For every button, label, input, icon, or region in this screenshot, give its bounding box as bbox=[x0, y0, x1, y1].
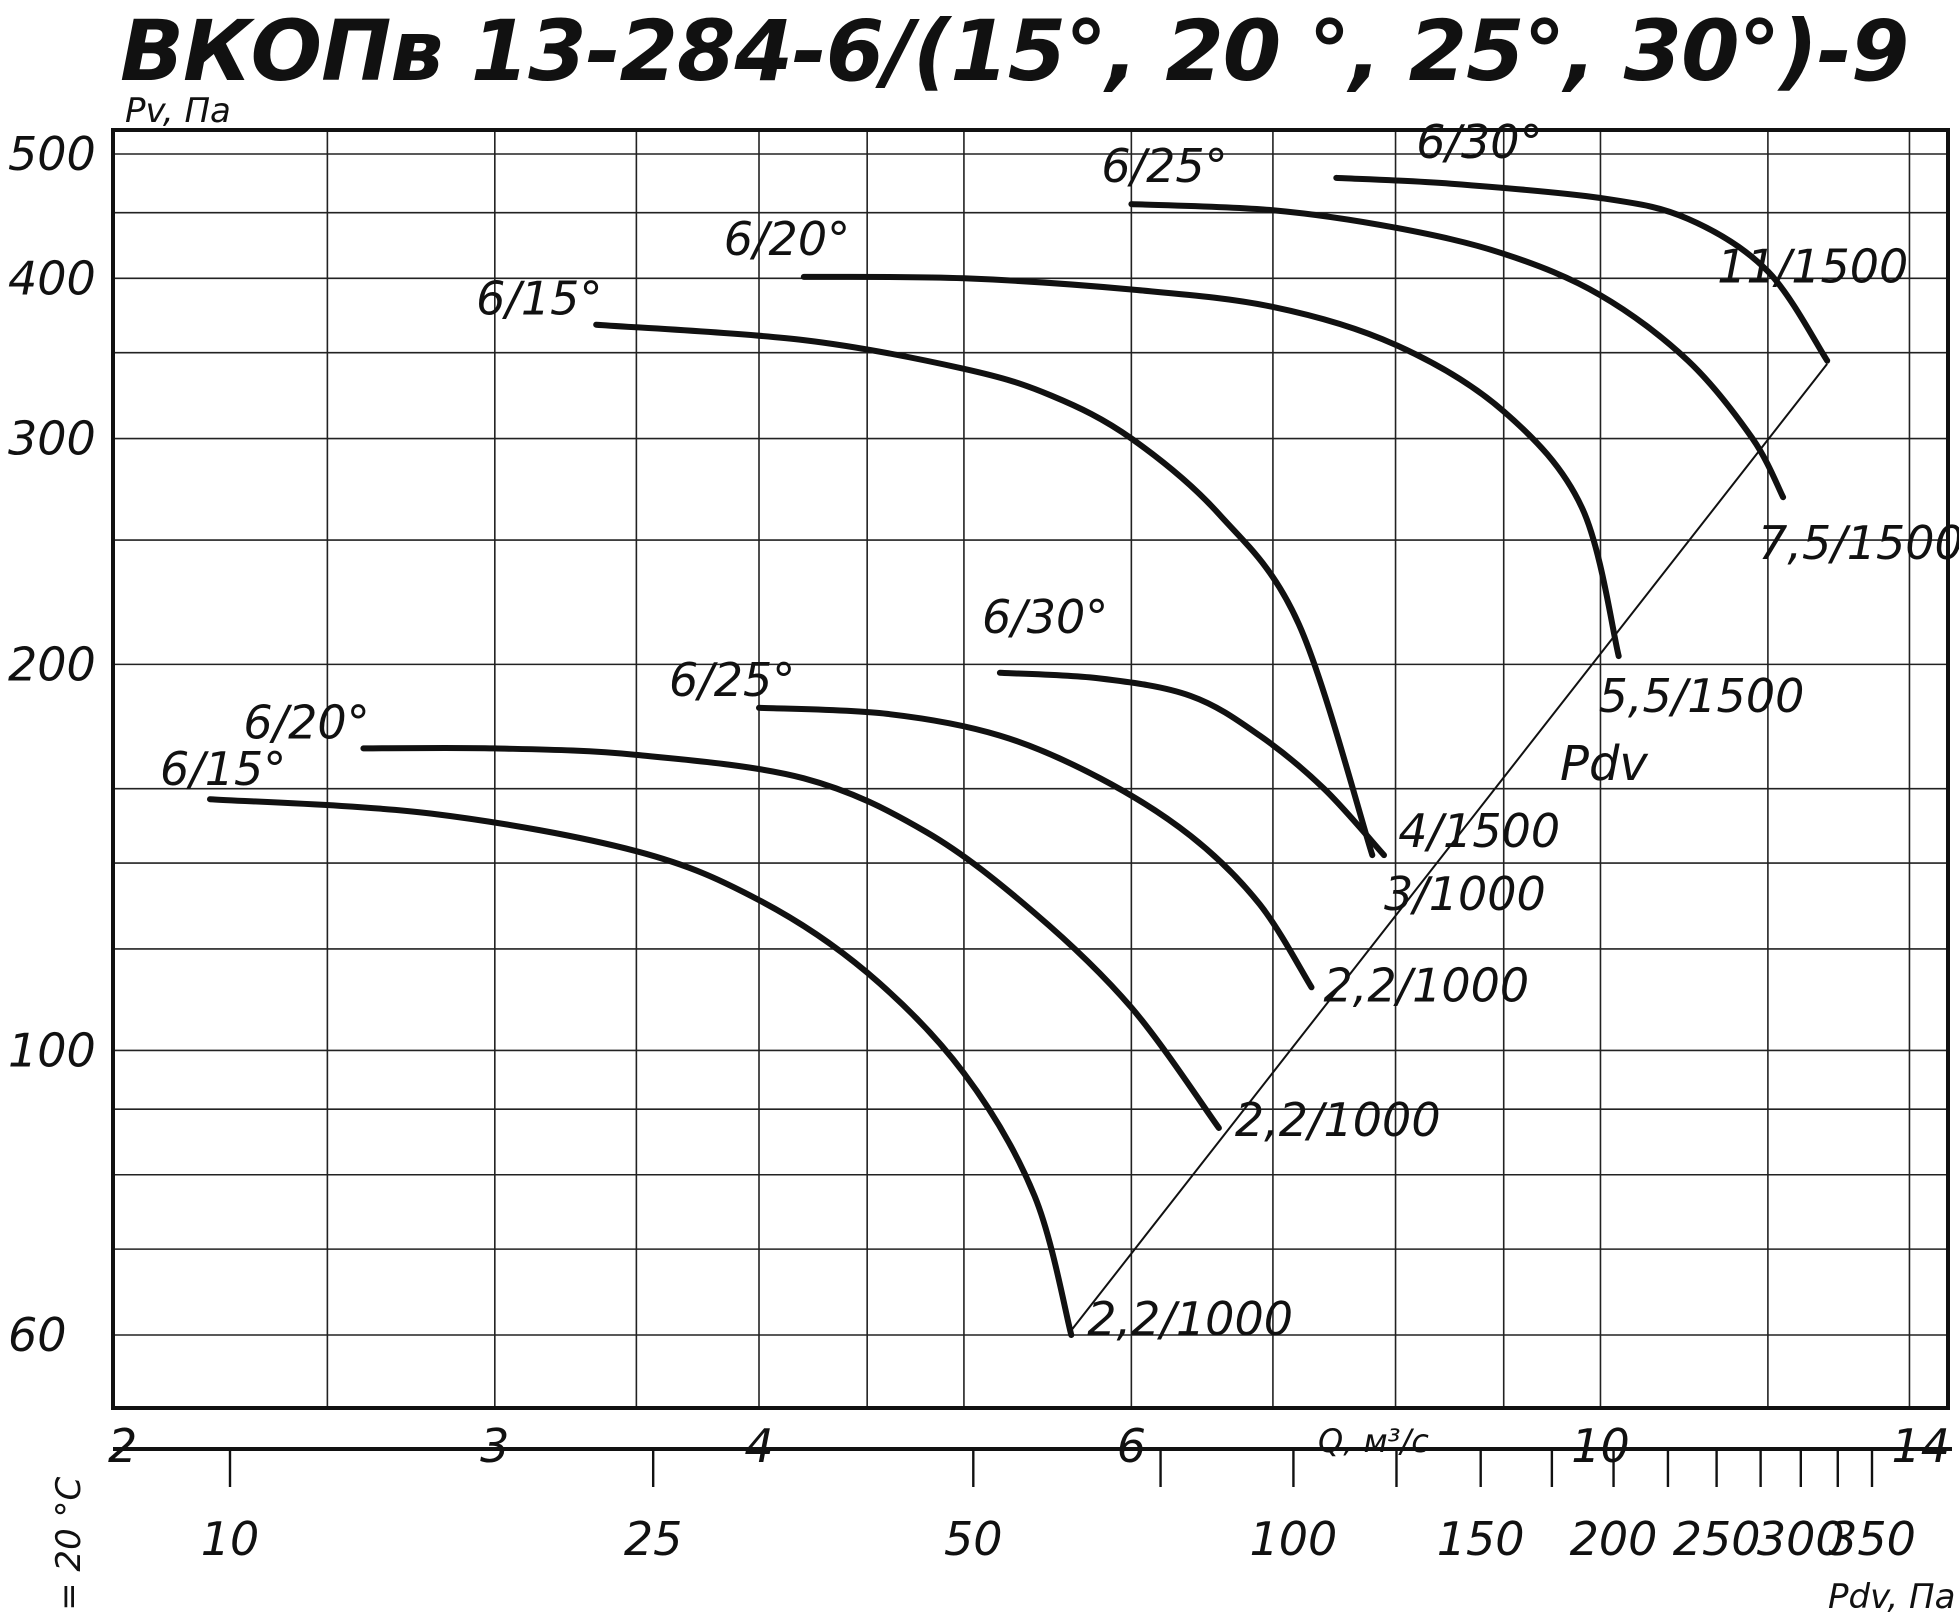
curves-group bbox=[207, 174, 1831, 1338]
series-name-label: 6/20° bbox=[243, 695, 369, 749]
series-end-label: 2,2/1000 bbox=[1235, 1093, 1441, 1147]
x-tick-label: 4 bbox=[744, 1419, 773, 1473]
series-name-label: 6/15° bbox=[476, 272, 602, 326]
series-end-label: 2,2/1000 bbox=[1087, 1292, 1293, 1346]
pdv-tick-label: 100 bbox=[1250, 1512, 1338, 1566]
pdv-line bbox=[1070, 363, 1828, 1331]
x-tick-label: 2 bbox=[108, 1419, 137, 1473]
series-name-label: 6/15° bbox=[160, 742, 286, 796]
pdv-tick-label: 150 bbox=[1437, 1512, 1525, 1566]
series-curve bbox=[800, 273, 1622, 660]
temperature-label: t = 20 °C bbox=[49, 1476, 89, 1618]
series-name-label: 6/20° bbox=[724, 212, 850, 266]
y-tick-label: 100 bbox=[8, 1023, 96, 1077]
x-tick-label: 10 bbox=[1571, 1419, 1630, 1473]
pdv-tick-label: 300 bbox=[1757, 1512, 1845, 1566]
y-tick-label: 400 bbox=[8, 251, 96, 305]
y-tick-label: 500 bbox=[8, 127, 96, 181]
grid bbox=[113, 130, 1948, 1408]
pdv-axis-label: Pdv, Па bbox=[1828, 1577, 1955, 1617]
plot-frame bbox=[111, 128, 1950, 1410]
series-end-label: 3/1000 bbox=[1384, 867, 1546, 921]
y-axis-label: Pv, Па bbox=[125, 91, 231, 131]
x-tick-label: 6 bbox=[1117, 1419, 1146, 1473]
series-end-label: 5,5/1500 bbox=[1599, 669, 1805, 723]
series-end-label: 11/1500 bbox=[1717, 240, 1908, 294]
chart-title: ВКОПв 13-284-6/(15°, 20 °, 25°, 30°)-9 bbox=[120, 2, 1909, 100]
series-name-label: 6/25° bbox=[669, 653, 795, 707]
series-name-label: 6/30° bbox=[982, 590, 1108, 644]
x-tick-label: 3 bbox=[480, 1419, 509, 1473]
x-axis-label: Q, м³/с bbox=[1318, 1422, 1429, 1460]
y-tick-label: 60 bbox=[8, 1308, 67, 1362]
series-name-label: 6/30° bbox=[1416, 115, 1542, 169]
labels-group: 60 100 200 300 400 500 2 3 4 6 10 14 6/15° 2,2/1000 6/… bbox=[8, 115, 1959, 1473]
pdv-tick-label: 10 bbox=[201, 1512, 260, 1566]
series-curve bbox=[756, 704, 1315, 991]
series-curve bbox=[207, 796, 1075, 1338]
pdv-tick-label: 350 bbox=[1828, 1512, 1916, 1566]
pdv-line-label: Pdv bbox=[1560, 736, 1648, 792]
pdv-tick-label: 250 bbox=[1673, 1512, 1761, 1566]
series-curve bbox=[996, 669, 1387, 859]
series-curve bbox=[1128, 201, 1787, 501]
y-tick-label: 300 bbox=[8, 412, 96, 466]
y-tick-label: 200 bbox=[8, 637, 96, 691]
series-end-label: 2,2/1000 bbox=[1323, 958, 1529, 1012]
pdv-tick-label: 50 bbox=[944, 1512, 1003, 1566]
series-end-label: 4/1500 bbox=[1398, 804, 1560, 858]
series-curve bbox=[1333, 174, 1831, 364]
series-name-label: 6/25° bbox=[1101, 139, 1227, 193]
series-end-label: 7,5/1500 bbox=[1758, 516, 1959, 570]
pdv-tick-label: 200 bbox=[1570, 1512, 1658, 1566]
series-curve bbox=[593, 321, 1376, 859]
series-curve bbox=[360, 744, 1222, 1131]
pdv-line-group bbox=[1070, 363, 1828, 1331]
pdv-tick-label: 25 bbox=[624, 1512, 683, 1566]
x-tick-label: 14 bbox=[1891, 1419, 1950, 1473]
